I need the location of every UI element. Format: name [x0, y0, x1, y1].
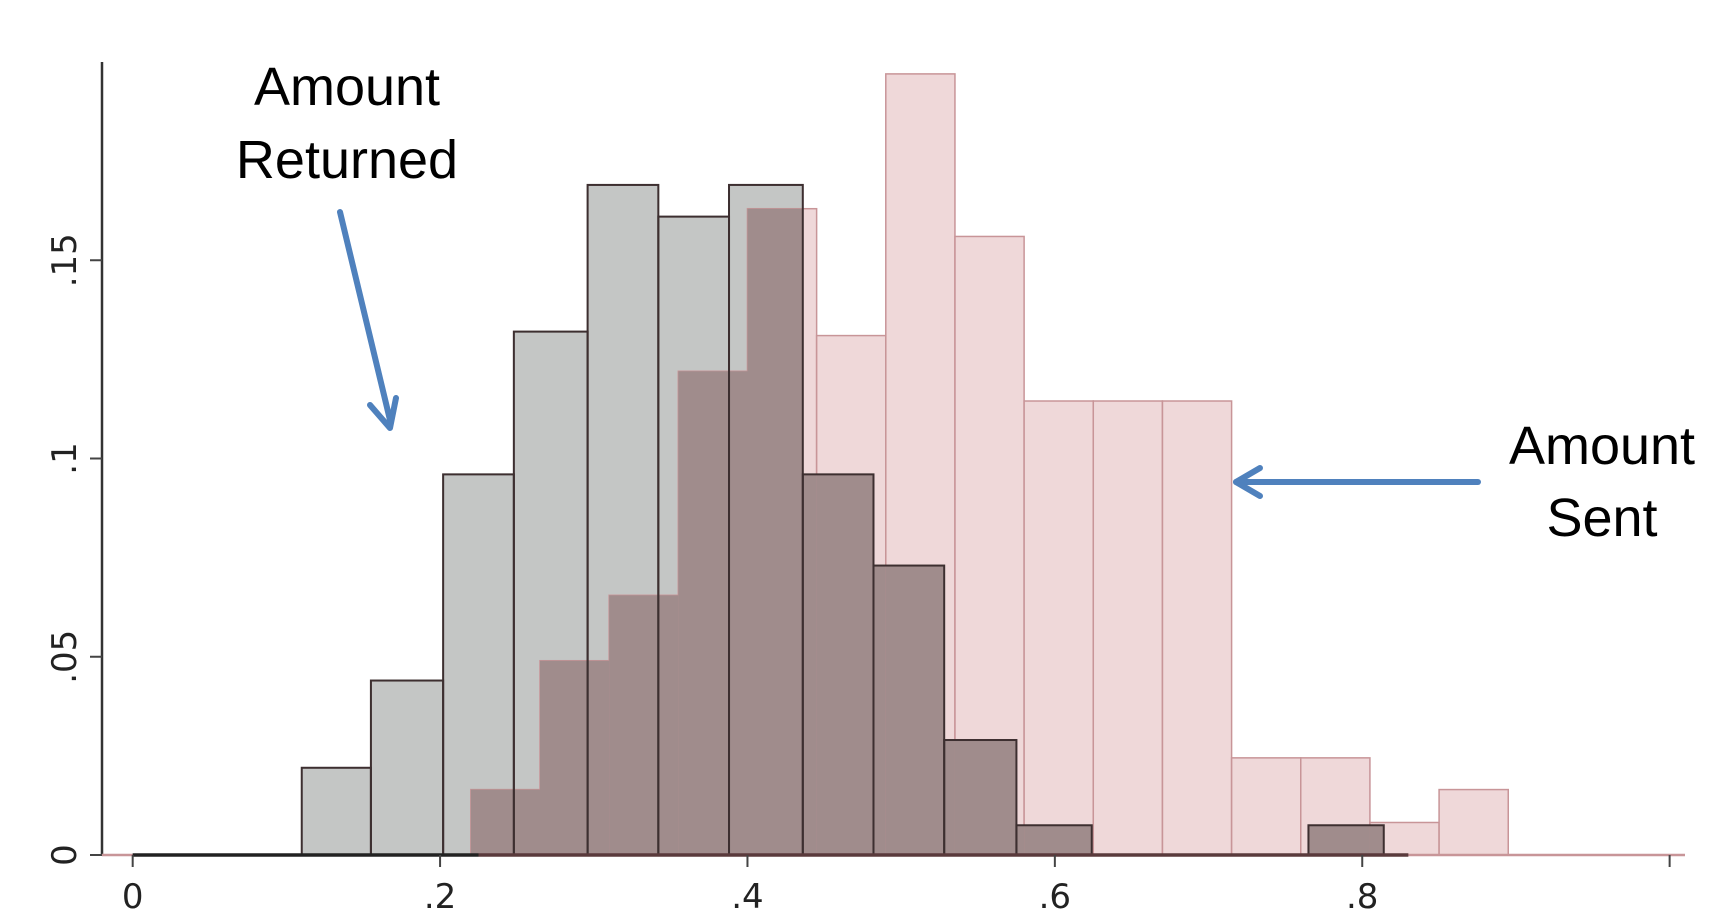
bar-sent-9 [1092, 400, 1164, 856]
bar-returned-0 [300, 767, 372, 856]
bar-sent-8 [1023, 400, 1095, 856]
bar-overlap-5 [658, 595, 679, 855]
bar-overlap-14 [954, 740, 1017, 855]
y-tick-label-3: .15 [45, 233, 85, 287]
y-tick-label-0: 0 [45, 844, 85, 866]
bar-overlap-6 [678, 371, 730, 855]
bar-overlap-18 [1369, 825, 1384, 855]
bar-sent-14 [1438, 788, 1510, 856]
bar-overlap-3 [587, 660, 610, 855]
bar-overlap-7 [729, 371, 748, 855]
overlap-bars [300, 183, 1385, 857]
annotation-returned-line-1: Amount [254, 57, 440, 117]
bar-overlap-4 [609, 595, 659, 855]
bar-returned-1 [370, 679, 444, 856]
y-tick-label-1: .05 [45, 630, 85, 684]
x-tick-label-0: 0 [122, 877, 144, 917]
bar-sent-10 [1161, 400, 1233, 856]
annotation-amount-returned: Amount Returned [236, 57, 458, 431]
annotation-sent-line-1: Amount [1509, 416, 1695, 476]
bar-overlap-15 [1016, 825, 1025, 855]
bar-overlap-0 [470, 789, 514, 855]
bar-overlap-2 [539, 660, 588, 855]
bar-overlap-9 [802, 474, 817, 855]
x-tick-label-1: .2 [424, 877, 456, 917]
bar-overlap-11 [873, 565, 886, 855]
bar-sent-11 [1230, 757, 1302, 856]
arrow-left-icon [1233, 465, 1481, 499]
annotation-sent-line-2: Sent [1546, 488, 1657, 548]
x-tick-label-2: .4 [731, 877, 763, 917]
bar-overlap-17 [1308, 825, 1370, 855]
axis-ticks: 0 .2 .4 .6 .8 0 .05 .1 .15 [45, 233, 1671, 917]
arrow-down-icon [337, 209, 399, 431]
bar-overlap-8 [747, 208, 803, 855]
bar-overlap-13 [944, 740, 955, 855]
x-tick-label-4: .8 [1346, 877, 1378, 917]
annotation-amount-sent: Amount Sent [1233, 416, 1695, 548]
annotation-returned-line-2: Returned [236, 130, 458, 190]
bar-overlap-12 [885, 565, 945, 855]
x-tick-label-3: .6 [1039, 877, 1071, 917]
bar-overlap-1 [513, 789, 540, 855]
bar-overlap-16 [1024, 825, 1092, 855]
bar-overlap-10 [816, 474, 874, 855]
y-tick-label-2: .1 [45, 442, 85, 474]
